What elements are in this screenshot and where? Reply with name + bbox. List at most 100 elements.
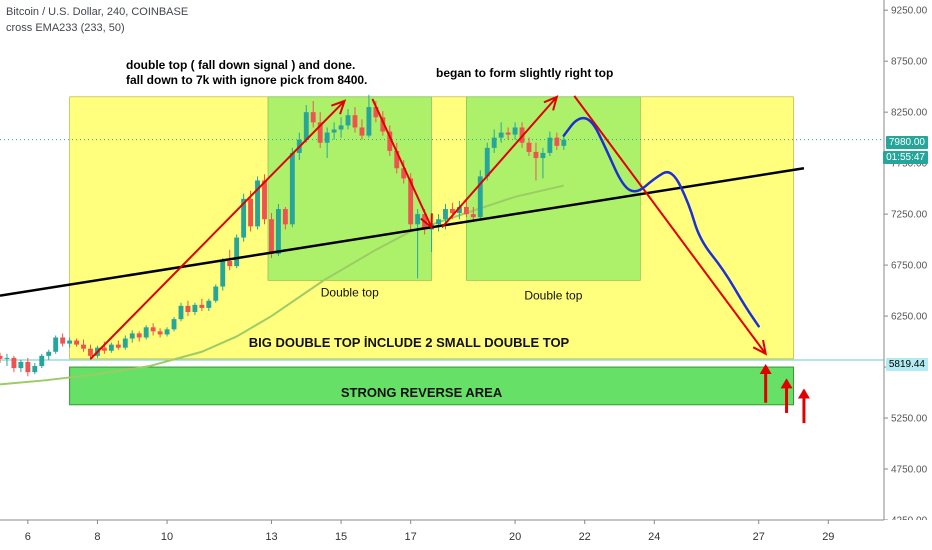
candle-body: [199, 304, 205, 308]
candle-body: [443, 209, 448, 220]
annotation-note-1-line-2: fall down to 7k with ignore pick from 84…: [126, 73, 368, 87]
candle-body: [81, 344, 86, 349]
time-tick-label: 8: [94, 531, 100, 543]
candle-body: [129, 333, 135, 339]
price-tick-label: 7250.00: [891, 210, 928, 221]
candle-body: [498, 132, 504, 138]
candle-body: [11, 357, 17, 369]
candle-body: [150, 327, 156, 332]
red-arrow-4: [573, 95, 767, 355]
symbol-title: Bitcoin / U.S. Dollar, 240, COINBASE: [6, 6, 189, 18]
ascending-trendline: [0, 167, 805, 297]
big-box-label: BIG DOUBLE TOP İNCLUDE 2 SMALL DOUBLE TO…: [249, 335, 570, 350]
candle-body: [220, 261, 226, 287]
candle-body: [310, 112, 316, 123]
candle-body: [561, 139, 567, 146]
candle-body: [213, 286, 219, 301]
candle-body: [331, 129, 337, 133]
price-tick-label: 6750.00: [891, 261, 928, 272]
candle-body: [387, 131, 393, 151]
price-tick-label: 7750.00: [891, 159, 928, 170]
candle-body: [269, 219, 274, 254]
time-tick-label: 17: [405, 531, 417, 543]
candle-body: [262, 180, 267, 220]
time-axis-panel: [0, 520, 932, 550]
candle-body: [255, 180, 260, 227]
time-tick-label: 15: [335, 531, 347, 543]
up-arrow-head-1: [759, 364, 772, 375]
candle-body: [88, 348, 93, 356]
candle-body: [491, 137, 497, 148]
time-tick-label: 13: [265, 531, 277, 543]
time-tick-label: 29: [822, 531, 834, 543]
red-arrow-3: [441, 96, 558, 229]
candle-body: [178, 305, 184, 320]
support-price-tag: 5819.44: [885, 358, 928, 371]
red-arrow-head-4: [752, 339, 768, 356]
red-arrow-2: [371, 98, 433, 228]
candle-body: [533, 151, 539, 159]
candle-body: [526, 142, 532, 152]
candle-body: [415, 214, 421, 225]
reverse-area-label: STRONG REVERSE AREA: [341, 385, 503, 400]
candle-body: [74, 340, 80, 345]
candle-body: [53, 337, 59, 352]
candle-body: [60, 337, 66, 344]
candle-body: [18, 361, 24, 369]
candle-body: [324, 132, 330, 143]
candle-body: [185, 305, 191, 312]
price-tick-label: 8250.00: [891, 108, 928, 119]
candle-body: [39, 355, 45, 367]
candle-body: [366, 107, 372, 136]
candle-body: [282, 209, 288, 225]
candle-body: [380, 117, 386, 132]
candle-body: [143, 327, 149, 338]
candle-body: [505, 132, 511, 135]
candle-body: [115, 344, 121, 348]
candle-body: [234, 237, 240, 267]
up-arrow-head-2: [780, 378, 793, 389]
candle-body: [0, 355, 3, 359]
candle-body: [401, 168, 407, 179]
price-tick-label: 5250.00: [891, 414, 928, 425]
candle-body: [46, 351, 52, 356]
time-tick-label: 10: [161, 531, 173, 543]
candle-body: [540, 152, 546, 159]
up-arrow-head-3: [797, 388, 810, 399]
red-arrow-1: [89, 100, 346, 360]
candle-body: [436, 219, 441, 225]
price-tick-label: 9250.00: [891, 6, 928, 17]
candle-body: [241, 198, 247, 238]
candle-body: [227, 261, 233, 267]
strong-reverse-area: [69, 366, 795, 406]
small-box-label-2: Double top: [524, 288, 582, 302]
candle-body: [463, 206, 469, 215]
candle-body: [32, 366, 38, 373]
candle-body: [275, 209, 281, 254]
candle-body: [289, 152, 295, 225]
candle-body: [303, 112, 309, 140]
red-arrow-head-1: [331, 99, 347, 115]
small-box-label-1: Double top: [321, 285, 379, 299]
candle-body: [456, 206, 462, 214]
time-tick-label: 20: [509, 531, 521, 543]
time-tick-label: 24: [648, 531, 660, 543]
indicator-legend: cross EMA233 (233, 50): [6, 22, 125, 34]
time-tick-label: 6: [25, 531, 31, 543]
candle-body: [25, 361, 31, 373]
candle-body: [164, 329, 170, 335]
candle-body: [101, 347, 107, 351]
projected-path: [562, 116, 760, 328]
candle-body: [394, 150, 400, 169]
annotation-note-1-line-1: double top ( fall down signal ) and done…: [126, 58, 356, 72]
candle-body: [450, 209, 455, 214]
candle-body: [512, 127, 518, 135]
candle-body: [67, 340, 73, 344]
price-tick-label: 6250.00: [891, 312, 928, 323]
red-arrow-head-2: [420, 213, 433, 230]
candle-body: [345, 115, 351, 126]
time-tick-label: 27: [753, 531, 765, 543]
candle-body: [338, 125, 344, 130]
